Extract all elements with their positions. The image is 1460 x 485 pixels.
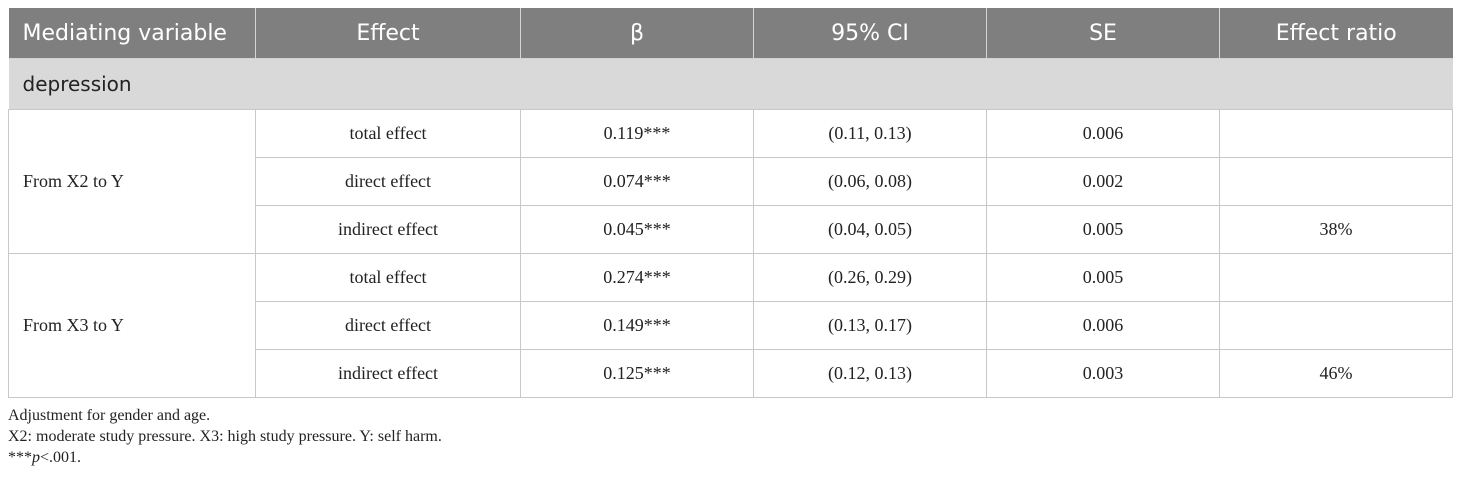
table-row: indirect effect 0.045*** (0.04, 0.05) 0.… [9, 205, 1453, 254]
group-label: From X3 to Y [8, 253, 256, 398]
effect-cell: direct effect [255, 301, 521, 350]
ratio-cell [1219, 301, 1453, 350]
beta-cell: 0.125*** [520, 349, 754, 398]
effect-cell: direct effect [255, 157, 521, 206]
ratio-cell: 46% [1219, 349, 1453, 398]
significance-p: p [32, 449, 40, 466]
ratio-cell [1219, 157, 1453, 206]
table-row: From X3 to Y total effect 0.274*** (0.26… [8, 253, 1453, 398]
se-cell: 0.006 [986, 109, 1220, 158]
footnote-significance: ***p<.001. [8, 447, 442, 468]
group-label: From X2 to Y [8, 109, 256, 254]
section-label: depression [8, 58, 1453, 110]
header-ci: 95% CI [753, 8, 987, 59]
effect-cell: indirect effect [255, 349, 521, 398]
se-cell: 0.006 [986, 301, 1220, 350]
mediation-results-table: Mediating variable Effect β 95% CI SE Ef… [8, 8, 1453, 398]
beta-cell: 0.074*** [520, 157, 754, 206]
ci-cell: (0.26, 0.29) [753, 253, 987, 302]
effect-cell: total effect [255, 253, 521, 302]
ci-cell: (0.11, 0.13) [753, 109, 987, 158]
table-row: direct effect 0.074*** (0.06, 0.08) 0.00… [9, 157, 1453, 206]
results-table-container: Mediating variable Effect β 95% CI SE Ef… [8, 8, 1453, 398]
effect-cell: indirect effect [255, 205, 521, 254]
header-effect-ratio: Effect ratio [1219, 8, 1453, 59]
beta-cell: 0.119*** [520, 109, 754, 158]
beta-cell: 0.149*** [520, 301, 754, 350]
ci-cell: (0.06, 0.08) [753, 157, 987, 206]
table-row: indirect effect 0.125*** (0.12, 0.13) 0.… [9, 349, 1453, 398]
beta-cell: 0.274*** [520, 253, 754, 302]
ci-cell: (0.12, 0.13) [753, 349, 987, 398]
header-mediating-variable: Mediating variable [8, 8, 256, 59]
footnote-adjustment: Adjustment for gender and age. [8, 407, 211, 424]
header-se: SE [986, 8, 1220, 59]
effect-cell: total effect [255, 109, 521, 158]
table-row: From X2 to Y total effect 0.119*** (0.11… [8, 109, 1453, 254]
header-effect: Effect [255, 8, 521, 59]
table-footnotes: Adjustment for gender and age. X2: moder… [8, 405, 442, 468]
ci-cell: (0.13, 0.17) [753, 301, 987, 350]
header-row: Mediating variable Effect β 95% CI SE Ef… [8, 8, 1453, 59]
se-cell: 0.005 [986, 253, 1220, 302]
se-cell: 0.003 [986, 349, 1220, 398]
ratio-cell [1219, 253, 1453, 302]
beta-cell: 0.045*** [520, 205, 754, 254]
ratio-cell [1219, 109, 1453, 158]
ratio-cell: 38% [1219, 205, 1453, 254]
table-row: direct effect 0.149*** (0.13, 0.17) 0.00… [9, 301, 1453, 350]
significance-stars: *** [8, 449, 32, 466]
section-row: depression [8, 58, 1453, 110]
footnote-definitions: X2: moderate study pressure. X3: high st… [8, 428, 442, 445]
significance-threshold: <.001. [40, 449, 82, 466]
header-beta: β [520, 8, 754, 59]
se-cell: 0.002 [986, 157, 1220, 206]
se-cell: 0.005 [986, 205, 1220, 254]
ci-cell: (0.04, 0.05) [753, 205, 987, 254]
